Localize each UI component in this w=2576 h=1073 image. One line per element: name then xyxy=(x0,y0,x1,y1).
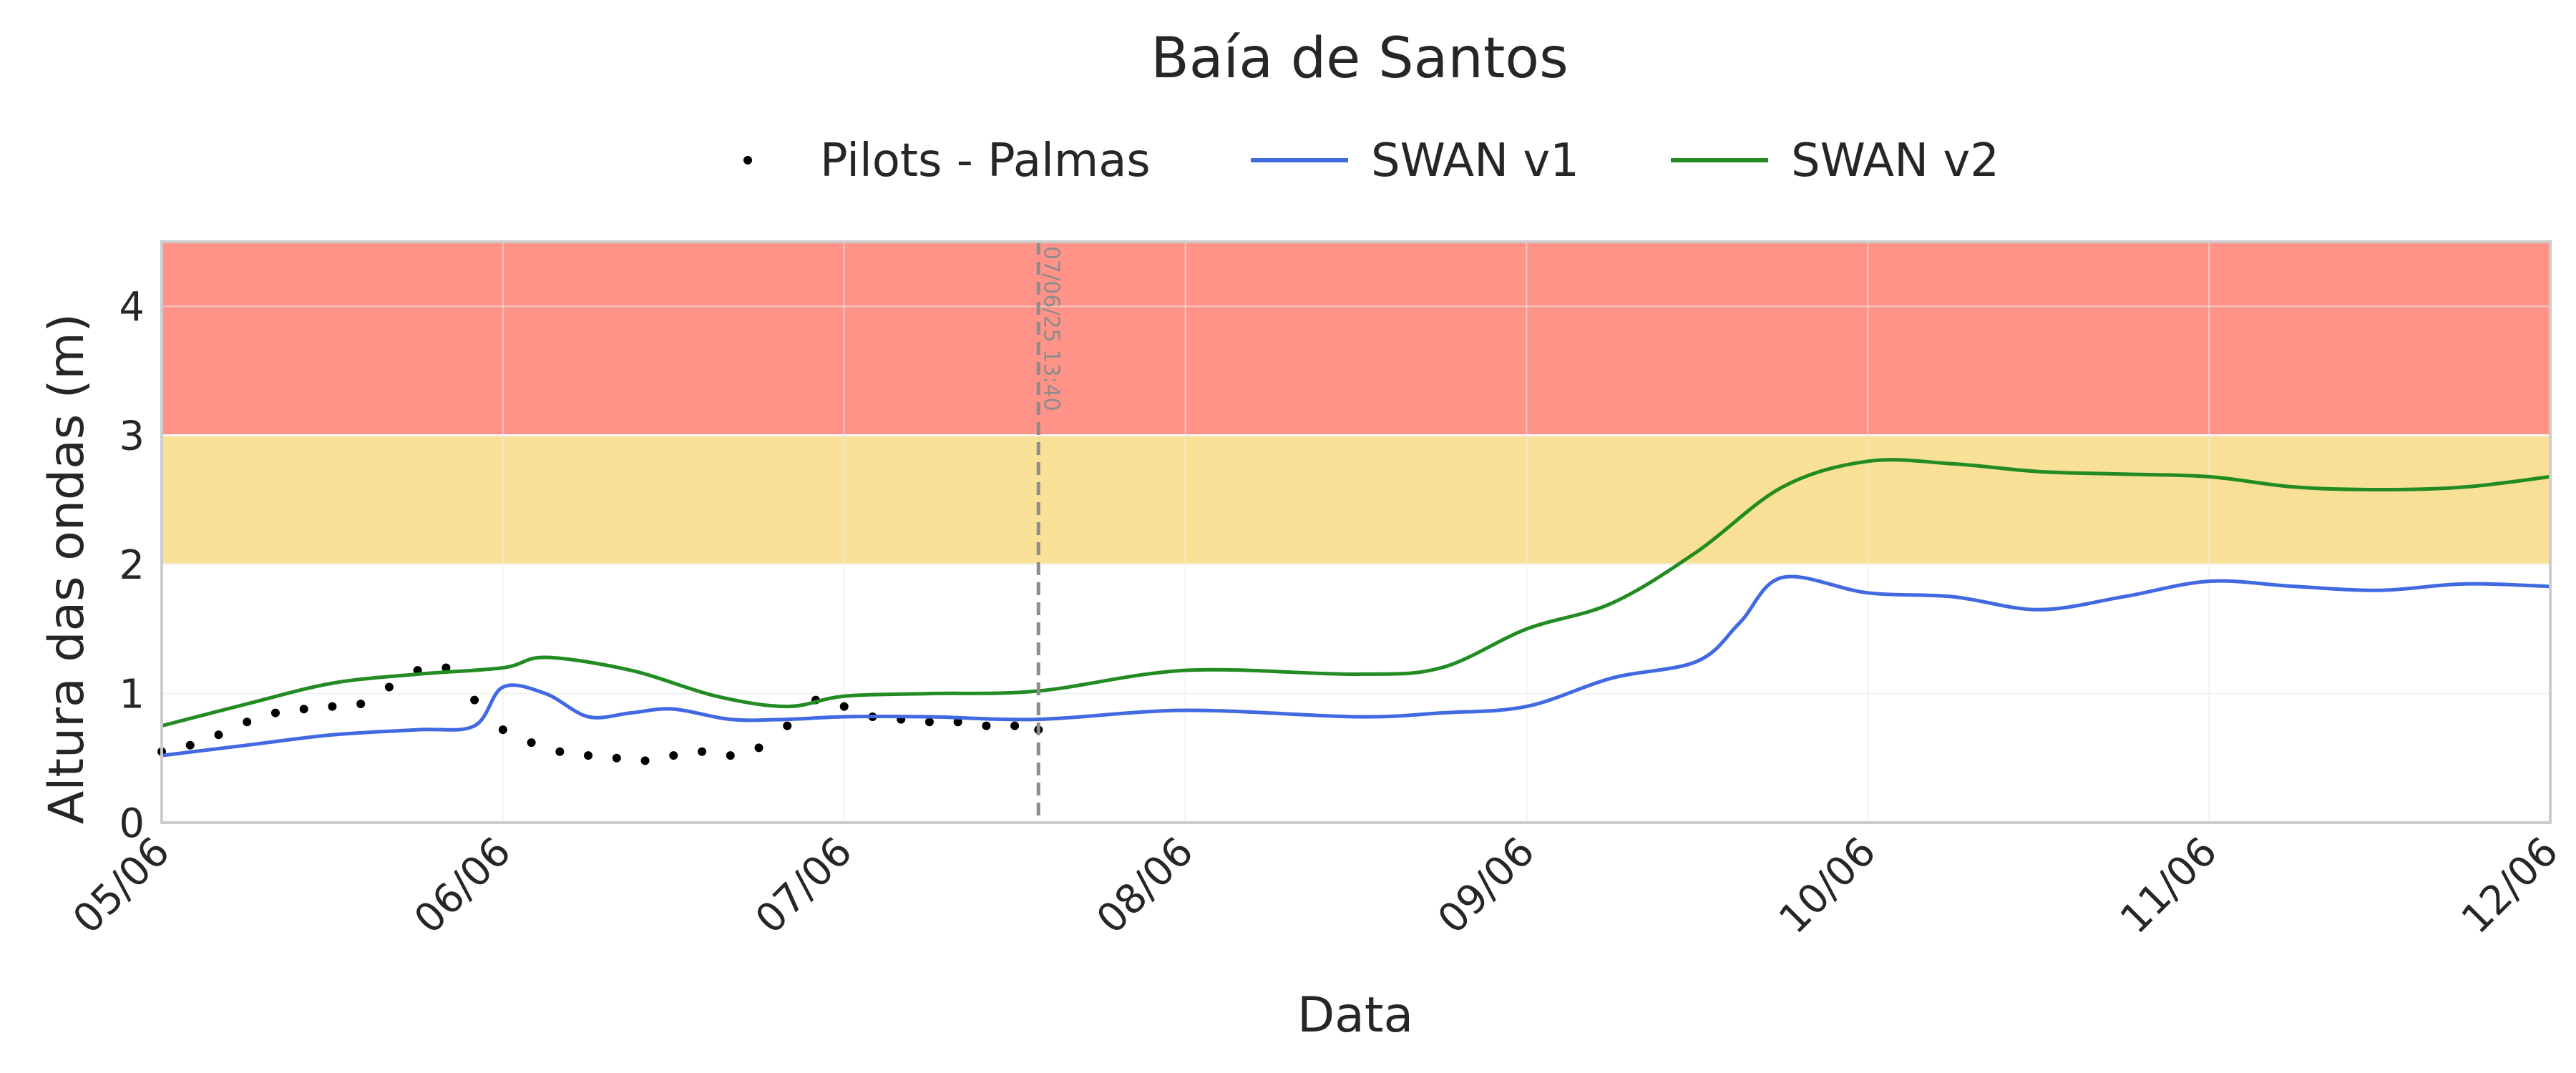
data-point xyxy=(640,756,650,765)
x-tick-label-3: 08/06 xyxy=(1088,828,1202,943)
data-point xyxy=(754,743,763,753)
data-point xyxy=(584,751,593,760)
x-tick-label-5: 10/06 xyxy=(1770,828,1885,943)
data-point xyxy=(669,751,678,760)
y-tick-label-2: 2 xyxy=(119,542,145,589)
plot-frame xyxy=(160,240,2552,824)
legend-label-pilots: Pilots - Palmas xyxy=(820,134,1151,187)
legend: Pilots - Palmas SWAN v1 SWAN v2 xyxy=(743,134,1999,187)
data-point xyxy=(470,695,479,705)
series-pilots-palmas xyxy=(157,663,1043,765)
y-tick-label-1: 1 xyxy=(119,672,145,718)
data-point xyxy=(924,717,934,727)
data-point xyxy=(270,708,280,717)
data-point xyxy=(441,663,451,672)
data-point xyxy=(328,702,337,711)
x-tick-label-7: 12/06 xyxy=(2453,828,2567,943)
data-point xyxy=(214,730,223,740)
data-point xyxy=(1010,721,1020,730)
data-point xyxy=(356,699,366,708)
threshold-band-0 xyxy=(162,435,2550,565)
x-axis-ticks: 05/06 06/06 07/06 08/06 09/06 10/06 11/06 12/06 xyxy=(64,828,2567,943)
data-point xyxy=(527,738,536,748)
y-tick-label-4: 4 xyxy=(119,284,145,330)
series-swan-v1-line xyxy=(161,574,2551,758)
data-point xyxy=(698,747,707,756)
x-tick-label-2: 07/06 xyxy=(747,828,862,943)
data-point xyxy=(612,753,621,763)
data-point xyxy=(243,717,252,727)
threshold-bands xyxy=(162,242,2550,566)
chart-title: Baía de Santos xyxy=(1151,26,1568,91)
data-point xyxy=(726,751,735,760)
data-point xyxy=(953,717,962,727)
data-point xyxy=(555,747,565,756)
x-axis-label: Data xyxy=(1297,987,1413,1044)
y-tick-label-3: 3 xyxy=(119,413,145,460)
data-point xyxy=(839,702,849,711)
x-tick-label-1: 06/06 xyxy=(406,828,520,943)
forecast-marker: 07/06/25 13:40 xyxy=(1036,242,1063,823)
data-point xyxy=(982,721,991,730)
data-point xyxy=(185,740,195,750)
forecast-start-label: 07/06/25 13:40 xyxy=(1038,246,1063,411)
legend-label-swan-v2: SWAN v2 xyxy=(1791,134,1999,187)
legend-marker-pilots xyxy=(743,156,752,165)
legend-label-swan-v1: SWAN v1 xyxy=(1371,134,1579,187)
series-swan-v2-line xyxy=(161,458,2551,728)
x-tick-label-4: 09/06 xyxy=(1429,828,1543,943)
y-axis-ticks: 0 1 2 3 4 xyxy=(119,284,145,847)
y-tick-label-0: 0 xyxy=(119,800,145,847)
y-axis-label: Altura das ondas (m) xyxy=(39,313,95,824)
threshold-band-1 xyxy=(162,242,2550,436)
data-point xyxy=(498,725,507,735)
data-point xyxy=(299,705,308,714)
series-layer xyxy=(157,458,2551,765)
data-point xyxy=(384,682,394,692)
x-tick-label-6: 11/06 xyxy=(2112,828,2226,943)
data-point xyxy=(783,721,792,730)
